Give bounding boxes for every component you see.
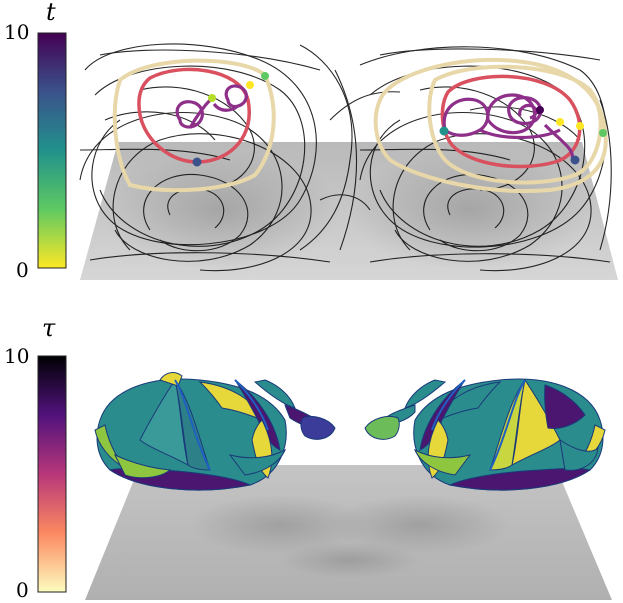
top-colorbar-max-label: 10 bbox=[4, 20, 30, 44]
top-colorbar bbox=[37, 32, 67, 269]
top-panel-scene bbox=[79, 43, 618, 280]
marker bbox=[599, 129, 607, 137]
marker bbox=[192, 157, 202, 167]
marker bbox=[246, 81, 254, 89]
right-surface bbox=[364, 378, 606, 491]
left-middle-loop bbox=[137, 67, 251, 164]
left-surface bbox=[94, 372, 336, 491]
top-colorbar-min-label: 0 bbox=[16, 258, 29, 282]
bottom-colorbar-min-label: 0 bbox=[16, 578, 29, 602]
right-outer-loop bbox=[373, 57, 608, 193]
left-outer-loop bbox=[112, 58, 276, 193]
bottom-colorbar bbox=[37, 355, 67, 593]
left-surface-edge bbox=[174, 379, 269, 471]
bottom-colorbar-title: τ bbox=[42, 314, 56, 342]
bottom-colorbar-max-label: 10 bbox=[4, 344, 30, 368]
top-colorbar-title: t bbox=[46, 0, 56, 26]
marker bbox=[570, 155, 580, 165]
marker bbox=[261, 72, 269, 80]
right-surface-edge bbox=[431, 379, 526, 471]
right-middle-loop bbox=[440, 74, 582, 169]
marker bbox=[536, 106, 544, 114]
right-inner-loops bbox=[442, 93, 574, 159]
right-outer-loop-2 bbox=[427, 64, 603, 185]
marker bbox=[439, 126, 449, 136]
marker bbox=[556, 118, 564, 126]
marker bbox=[208, 94, 216, 102]
bottom-panel-scene bbox=[85, 372, 612, 600]
marker bbox=[576, 122, 584, 130]
